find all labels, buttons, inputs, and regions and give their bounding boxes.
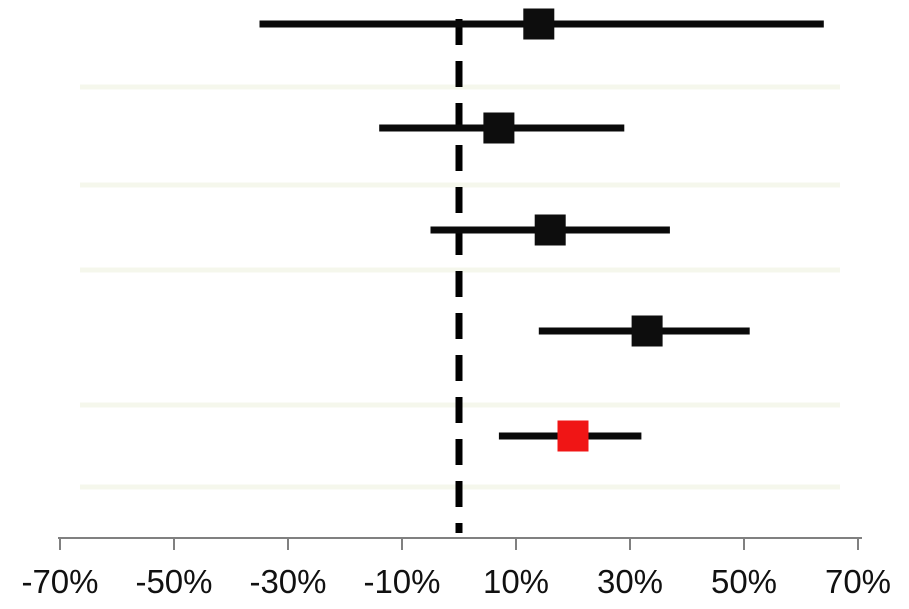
estimate-marker-overall xyxy=(557,420,589,452)
estimate-marker-study-1 xyxy=(523,8,555,40)
estimate-marker-study-4 xyxy=(631,315,663,347)
x-axis-tick-label: -50% xyxy=(135,563,212,600)
x-axis-tick-label: 10% xyxy=(483,563,549,600)
x-axis-tick-label: 30% xyxy=(597,563,663,600)
x-axis-tick-label: 70% xyxy=(825,563,891,600)
x-axis-tick-label: 50% xyxy=(711,563,777,600)
x-axis-tick-label: -30% xyxy=(249,563,326,600)
estimate-marker-study-3 xyxy=(534,214,566,246)
x-axis-tick-label: -10% xyxy=(363,563,440,600)
x-axis-tick-label: -70% xyxy=(21,563,98,600)
estimate-marker-study-2 xyxy=(483,112,515,144)
